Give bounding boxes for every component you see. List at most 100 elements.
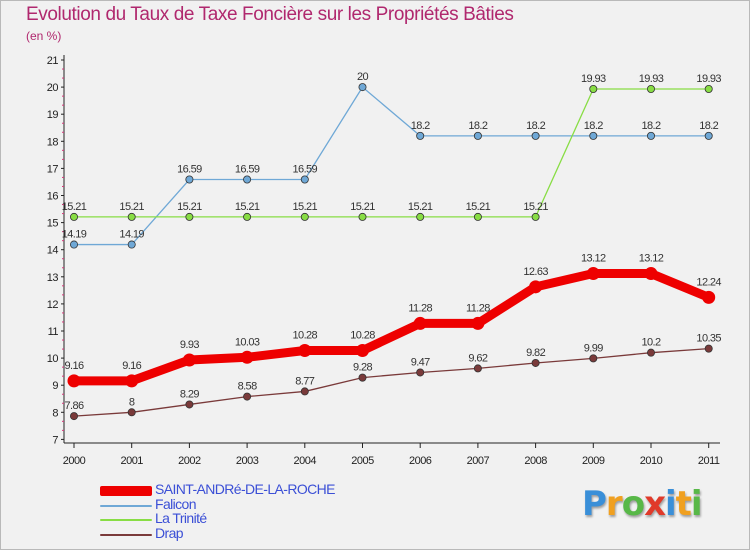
data-point bbox=[416, 131, 425, 140]
series-line bbox=[73, 88, 710, 218]
data-label: 16.59 bbox=[235, 164, 260, 176]
data-label: 13.12 bbox=[639, 253, 664, 265]
data-label: 8.29 bbox=[180, 388, 199, 400]
y-tick-label: 9 bbox=[52, 380, 58, 392]
data-point bbox=[358, 373, 367, 382]
data-point bbox=[531, 358, 540, 367]
logo-letter: o bbox=[621, 484, 645, 524]
x-tick-label: 2005 bbox=[351, 455, 374, 467]
data-point bbox=[704, 344, 713, 353]
data-label: 15.21 bbox=[523, 201, 548, 213]
data-point bbox=[647, 348, 656, 357]
data-label: 9.16 bbox=[122, 360, 141, 372]
data-label: 19.93 bbox=[581, 73, 606, 85]
x-tick-label: 2009 bbox=[582, 455, 605, 467]
data-label: 18.2 bbox=[411, 120, 430, 132]
data-point bbox=[473, 364, 482, 373]
y-tick-label: 14 bbox=[47, 245, 59, 257]
series-3 bbox=[70, 344, 713, 421]
data-point bbox=[413, 316, 427, 330]
data-label: 19.93 bbox=[696, 73, 721, 85]
series-1 bbox=[70, 83, 713, 249]
data-point bbox=[589, 131, 598, 140]
data-point bbox=[300, 212, 309, 221]
series-layer bbox=[67, 83, 716, 421]
data-label: 9.47 bbox=[411, 356, 430, 368]
data-point bbox=[243, 392, 252, 401]
data-label: 9.62 bbox=[468, 352, 487, 364]
data-label: 18.2 bbox=[468, 120, 487, 132]
legend-label: Falicon bbox=[155, 495, 197, 512]
data-label: 11.28 bbox=[408, 302, 432, 314]
y-tick-label: 10 bbox=[47, 353, 59, 365]
data-point bbox=[589, 84, 598, 93]
data-label: 10.35 bbox=[696, 333, 721, 345]
data-point bbox=[704, 84, 713, 93]
data-label: 15.21 bbox=[235, 201, 260, 213]
data-label: 16.59 bbox=[177, 164, 202, 176]
y-tick-label: 7 bbox=[52, 434, 58, 446]
y-tick-label: 21 bbox=[47, 55, 59, 67]
axes: 7 8 9 10 11 12 13 14 15 16 17 18 19 20 21 2000 2001 2002 2… bbox=[47, 55, 720, 467]
data-label: 15.21 bbox=[62, 201, 87, 213]
data-label: 15.21 bbox=[350, 201, 375, 213]
data-label: 9.16 bbox=[64, 360, 83, 372]
data-label: 15.21 bbox=[466, 201, 491, 213]
series-0 bbox=[67, 267, 716, 388]
data-label: 18.2 bbox=[584, 120, 603, 132]
data-label: 18.2 bbox=[641, 120, 660, 132]
y-tick-label: 18 bbox=[47, 136, 59, 148]
data-point bbox=[240, 350, 254, 364]
data-point bbox=[644, 267, 658, 281]
data-label: 19.93 bbox=[639, 73, 664, 85]
data-point bbox=[70, 412, 79, 421]
data-label: 8.58 bbox=[238, 381, 257, 393]
y-tick-label: 15 bbox=[47, 218, 59, 230]
y-tick-label: 20 bbox=[47, 82, 59, 94]
data-label: 15.21 bbox=[119, 201, 144, 213]
x-tick-label: 2008 bbox=[524, 455, 547, 467]
data-label: 7.86 bbox=[64, 400, 83, 412]
data-label: 9.28 bbox=[353, 362, 372, 374]
data-point bbox=[243, 175, 252, 184]
data-point bbox=[185, 175, 194, 184]
data-point bbox=[358, 83, 367, 92]
data-point bbox=[127, 408, 136, 417]
data-point bbox=[185, 400, 194, 409]
y-tick-label: 8 bbox=[52, 407, 58, 419]
series-line bbox=[69, 269, 714, 386]
data-label: 8.77 bbox=[295, 375, 314, 387]
logo-letter: i bbox=[665, 484, 677, 524]
data-point bbox=[529, 280, 543, 294]
logo-letter: r bbox=[605, 484, 623, 524]
proxiti-logo: Proxiti bbox=[582, 484, 703, 524]
data-label: 14.19 bbox=[119, 229, 144, 241]
x-tick-label: 2001 bbox=[120, 455, 143, 467]
chart-title: Evolution du Taux de Taxe Foncière sur l… bbox=[26, 4, 514, 25]
data-label: 18.2 bbox=[699, 120, 718, 132]
data-label: 10.03 bbox=[235, 336, 260, 348]
data-label: 9.99 bbox=[584, 342, 603, 354]
x-tick-label: 2004 bbox=[294, 455, 317, 467]
x-tick-label: 2000 bbox=[63, 455, 86, 467]
logo-letter: t bbox=[675, 484, 692, 524]
data-point bbox=[358, 212, 367, 221]
data-point bbox=[531, 212, 540, 221]
data-point bbox=[127, 212, 136, 221]
data-point bbox=[589, 354, 598, 363]
y-tick-label: 13 bbox=[47, 272, 59, 284]
legend-label: SAINT-ANDRé-DE-LA-ROCHE bbox=[155, 481, 335, 497]
data-label: 9.93 bbox=[180, 339, 199, 351]
y-tick-label: 19 bbox=[47, 109, 59, 121]
data-label: 15.21 bbox=[293, 201, 318, 213]
x-tick-label: 2010 bbox=[640, 455, 663, 467]
series-line bbox=[73, 347, 710, 417]
y-tick-label: 11 bbox=[48, 326, 59, 338]
data-label: 15.21 bbox=[177, 201, 202, 213]
data-label: 9.82 bbox=[526, 347, 545, 359]
legend-swatch bbox=[100, 519, 152, 521]
logo-letter: i bbox=[690, 484, 703, 524]
data-label: 10.28 bbox=[293, 330, 318, 342]
data-point bbox=[70, 240, 79, 249]
